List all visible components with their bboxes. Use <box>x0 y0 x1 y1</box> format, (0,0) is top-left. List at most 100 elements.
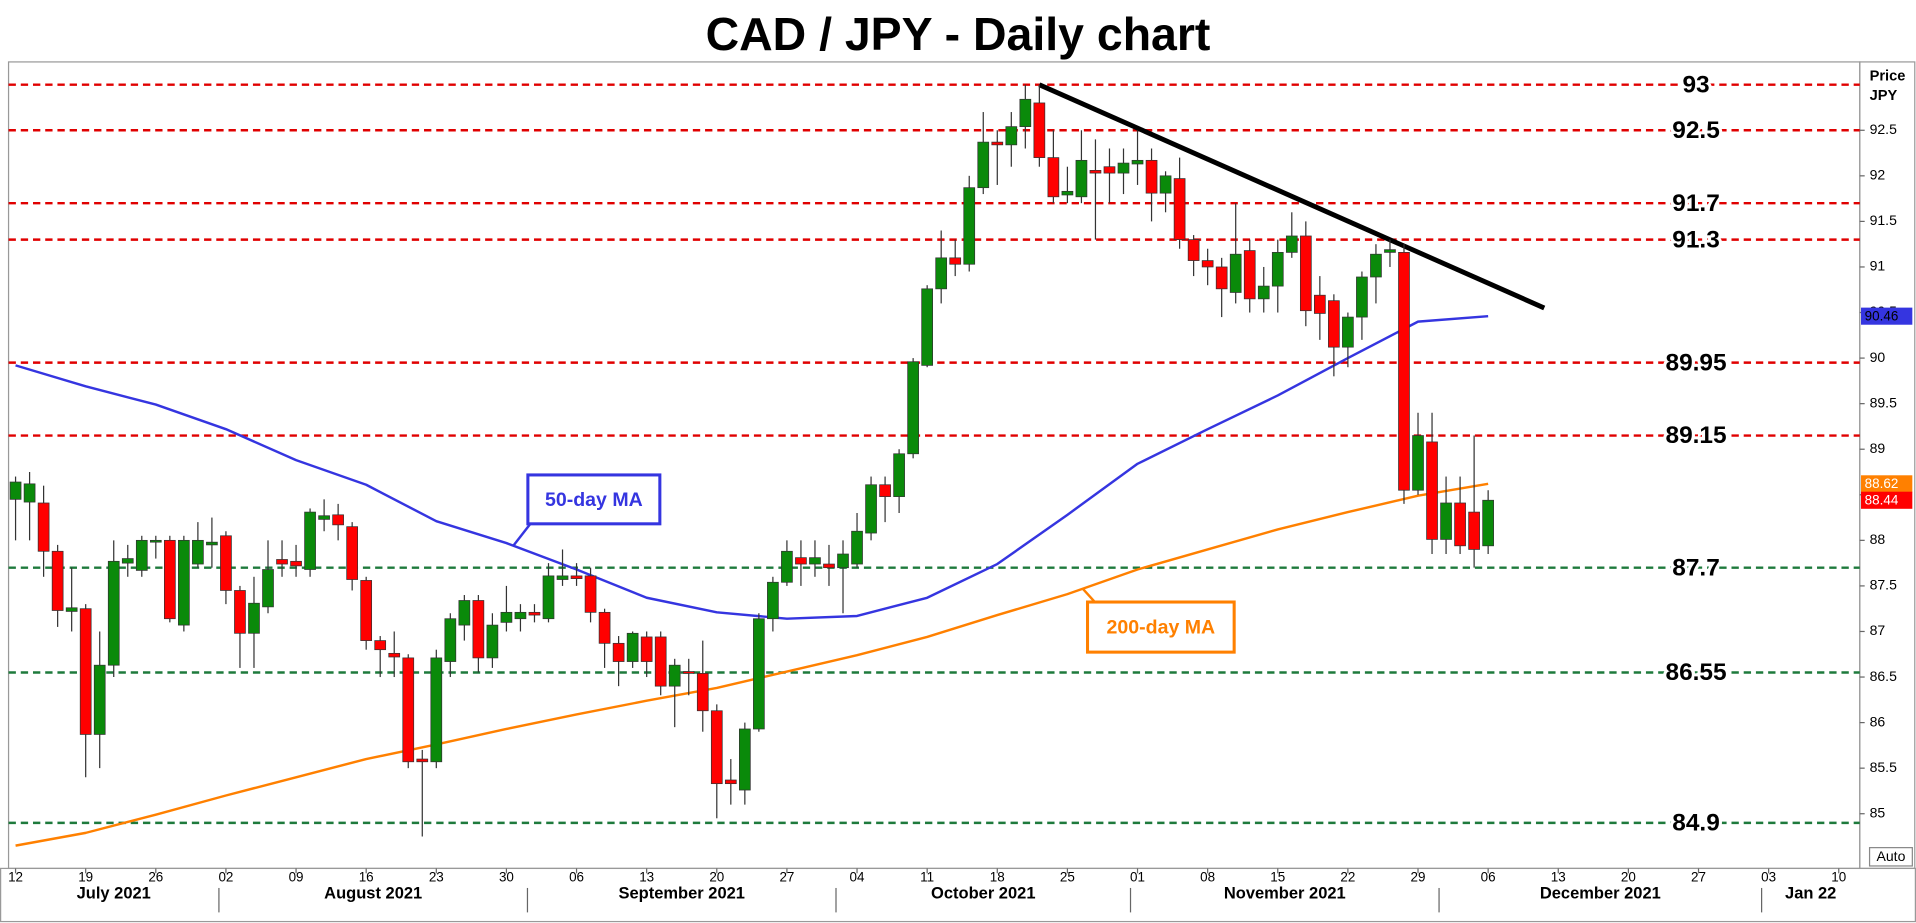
candle-body <box>1299 235 1312 312</box>
level-label: 84.9 <box>1672 810 1720 837</box>
candle-body <box>1468 511 1480 550</box>
y-tick-label: 86.5 <box>1870 668 1898 684</box>
candle-body <box>472 600 485 659</box>
x-tick-label: 29 <box>1411 870 1426 885</box>
candle-body <box>1201 260 1214 268</box>
annotation-box <box>526 473 662 526</box>
candle-body <box>753 618 765 730</box>
candle-body <box>416 758 429 763</box>
x-axis-frame <box>0 867 1916 923</box>
candle-body <box>290 560 302 567</box>
candle-body <box>514 611 527 620</box>
x-tick-label: 22 <box>1340 870 1355 885</box>
x-tick-label: 10 <box>1831 870 1846 885</box>
candle-body <box>570 575 583 579</box>
level-label: 93 <box>1682 71 1709 98</box>
candle-body <box>1398 252 1410 491</box>
y-tick-label: 87 <box>1870 622 1886 638</box>
candle-body <box>710 710 723 785</box>
x-tick-label: 30 <box>499 870 514 885</box>
candle-body <box>234 590 246 634</box>
candle-body <box>963 187 976 265</box>
candle-body <box>9 481 22 500</box>
candle-body <box>1089 170 1102 174</box>
x-tick-label: 23 <box>429 870 444 885</box>
y-tick-label: 85.5 <box>1870 759 1898 775</box>
candle-body <box>121 558 134 564</box>
candle-body <box>1257 285 1270 300</box>
candle-body <box>1271 252 1284 287</box>
month-label: November 2021 <box>1224 884 1346 902</box>
candle-body <box>654 636 667 687</box>
month-label: July 2021 <box>77 884 151 902</box>
auto-button[interactable] <box>1868 847 1913 867</box>
candle-body <box>1145 159 1158 194</box>
candle-body <box>163 539 176 620</box>
candle-body <box>907 361 919 455</box>
candle-body <box>486 624 499 659</box>
candle-body <box>346 526 358 580</box>
level-label: 89.95 <box>1665 349 1726 376</box>
x-tick-label: 13 <box>639 870 654 885</box>
month-label: October 2021 <box>931 884 1035 902</box>
candle-body <box>500 611 513 623</box>
y-tick-label: 88 <box>1870 531 1886 547</box>
x-tick-label: 20 <box>709 870 724 885</box>
candle-body <box>262 569 274 608</box>
candle-body <box>304 511 316 570</box>
candle-body <box>837 553 849 569</box>
annotation-connector <box>1081 587 1096 603</box>
candle-body <box>865 484 877 534</box>
candle-body <box>1159 175 1172 194</box>
y-tick-label: 87.5 <box>1870 577 1898 593</box>
chart-title: CAD / JPY - Daily chart <box>706 8 1211 60</box>
x-tick-label: 09 <box>289 870 304 885</box>
candle-body <box>1173 178 1186 240</box>
x-tick-label: 06 <box>569 870 584 885</box>
candle-body <box>1019 98 1032 127</box>
trend-line <box>1038 82 1546 311</box>
candle-body <box>1005 126 1018 146</box>
y-tick-label: 92 <box>1870 167 1886 183</box>
auto-label[interactable]: Auto <box>1876 848 1905 864</box>
candle-body <box>921 288 933 366</box>
price-tag <box>1861 475 1913 493</box>
y-axis-label: JPY <box>1870 88 1898 104</box>
candle-body <box>65 607 78 612</box>
candle-body <box>332 514 344 526</box>
levels <box>8 83 1860 825</box>
candle-body <box>556 575 569 580</box>
candle-body <box>220 535 232 591</box>
candle-body <box>206 541 218 546</box>
x-tick-label: 20 <box>1621 870 1636 885</box>
candle-body <box>1356 276 1368 318</box>
candle-body <box>1215 266 1228 290</box>
candle-body <box>51 550 64 611</box>
y-axis-label: Price <box>1870 68 1906 84</box>
candle-body <box>724 779 737 785</box>
candle-body <box>192 539 204 565</box>
annotation-box <box>1085 600 1236 654</box>
candle-body <box>388 652 401 658</box>
y-tick-label: 91.5 <box>1870 212 1898 228</box>
y-tick-label: 90 <box>1870 349 1886 365</box>
candle-body <box>935 257 948 290</box>
candle-body <box>767 581 779 620</box>
month-label: September 2021 <box>619 884 745 902</box>
candle-body <box>276 559 288 565</box>
price-tag-label: 90.46 <box>1865 308 1899 323</box>
month-label: August 2021 <box>324 884 422 902</box>
candle-body <box>1342 316 1354 348</box>
candles <box>9 84 1494 837</box>
annotation-label: 200-day MA <box>1107 616 1216 638</box>
level-label: 86.55 <box>1665 659 1726 686</box>
x-tick-label: 25 <box>1060 870 1075 885</box>
candle-body <box>444 618 457 662</box>
level-label: 91.3 <box>1672 226 1720 253</box>
x-tick-label: 12 <box>8 870 23 885</box>
candle-body <box>584 575 597 613</box>
candle-body <box>1370 253 1382 278</box>
